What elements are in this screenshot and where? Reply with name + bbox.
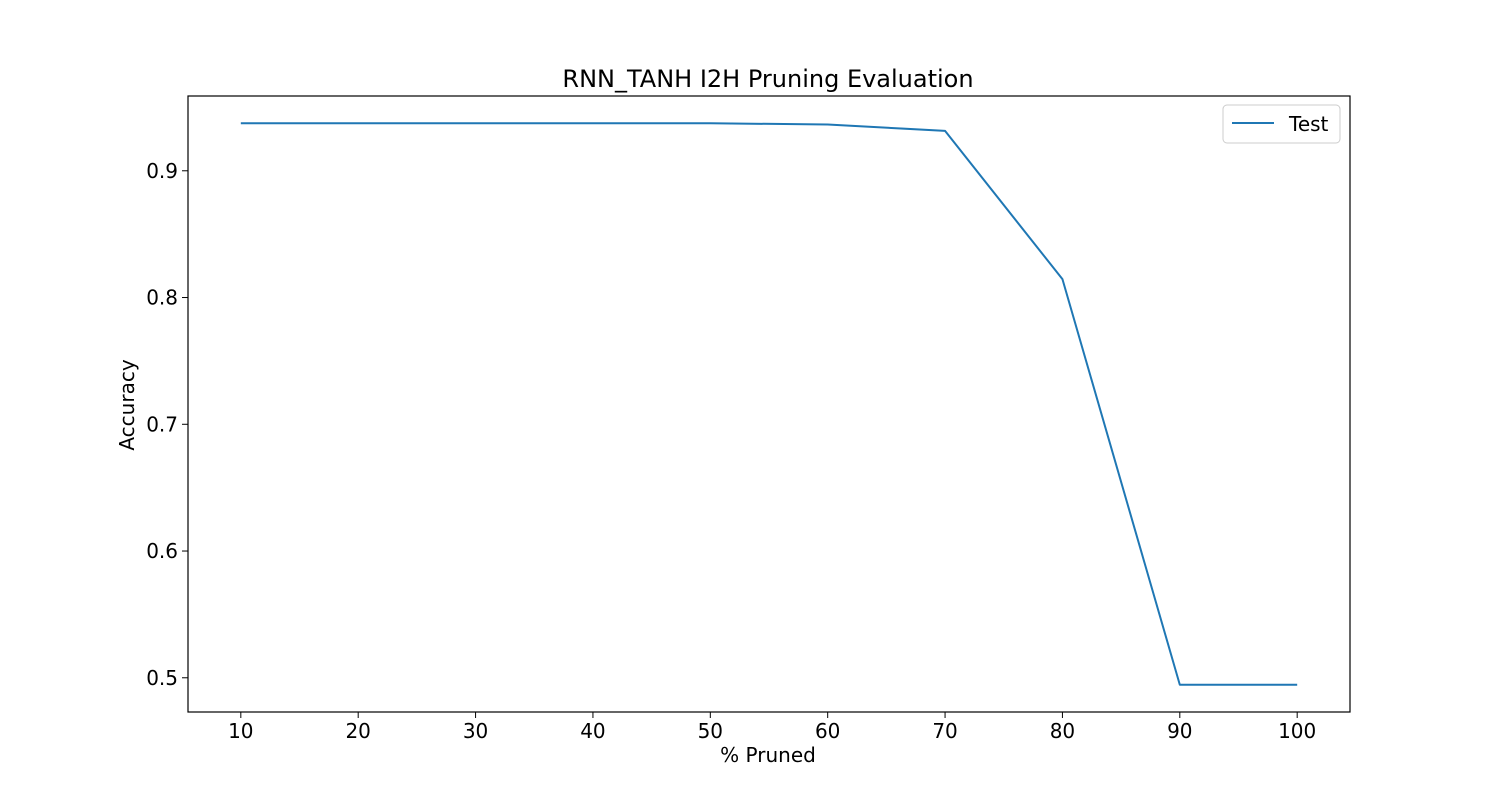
x-tick-label: 10: [228, 719, 253, 743]
x-axis-label: % Pruned: [720, 743, 816, 767]
x-tick-label: 100: [1278, 719, 1316, 743]
x-tick-label: 50: [698, 719, 723, 743]
plot-frame: [188, 96, 1350, 712]
x-axis: 10 20 30 40 50 60 70 80 90 100: [228, 712, 1316, 743]
y-tick-label: 0.5: [146, 666, 178, 690]
y-axis-label: Accuracy: [115, 359, 139, 450]
x-tick-label: 90: [1167, 719, 1192, 743]
y-tick-label: 0.9: [146, 159, 178, 183]
legend-label-test: Test: [1288, 112, 1329, 136]
y-axis: 0.5 0.6 0.7 0.8 0.9: [146, 159, 188, 690]
x-tick-label: 80: [1050, 719, 1075, 743]
plot-area: [188, 96, 1350, 712]
chart-title: RNN_TANH I2H Pruning Evaluation: [562, 65, 973, 93]
legend: Test: [1223, 105, 1340, 143]
x-tick-label: 20: [345, 719, 370, 743]
x-tick-label: 60: [815, 719, 840, 743]
y-tick-label: 0.7: [146, 412, 178, 436]
x-tick-label: 30: [463, 719, 488, 743]
series-layer: [241, 123, 1297, 685]
y-tick-label: 0.6: [146, 539, 178, 563]
y-tick-label: 0.8: [146, 286, 178, 310]
series-line-test: [241, 123, 1297, 684]
x-tick-label: 70: [932, 719, 957, 743]
x-tick-label: 40: [580, 719, 605, 743]
